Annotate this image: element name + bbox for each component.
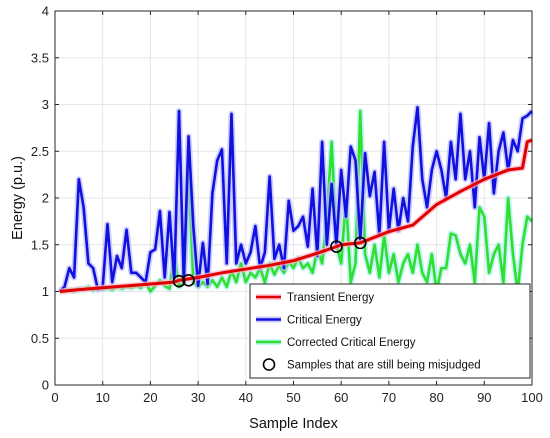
transient-energy-line bbox=[59, 138, 533, 293]
x-tick-label: 0 bbox=[51, 390, 58, 405]
x-tick-label: 100 bbox=[521, 390, 543, 405]
x-tick-label: 20 bbox=[143, 390, 157, 405]
x-tick-label: 70 bbox=[382, 390, 396, 405]
ticks: 0 10 20 30 40 50 60 70 80 90 100 0 0.5 1 1.5 2 2.5 3 3.5 4 bbox=[31, 4, 543, 406]
x-tick-label: 40 bbox=[239, 390, 253, 405]
y-axis-label: Energy (p.u.) bbox=[10, 156, 26, 240]
y-tick-label: 4 bbox=[42, 4, 49, 19]
legend-box bbox=[249, 283, 531, 379]
y-tick-label: 1 bbox=[42, 284, 49, 299]
legend-marker-misjudged bbox=[262, 358, 276, 371]
x-tick-label: 30 bbox=[191, 390, 205, 405]
misjudged-sample-marker bbox=[330, 240, 343, 253]
y-tick-label: 3 bbox=[42, 97, 49, 112]
x-tick-label: 90 bbox=[477, 390, 491, 405]
legend-label: Samples that are still being misjudged bbox=[287, 360, 481, 372]
marker-layer bbox=[172, 236, 367, 288]
x-tick-label: 60 bbox=[334, 390, 348, 405]
x-tick-label: 10 bbox=[95, 390, 109, 405]
y-tick-label: 3.5 bbox=[31, 50, 49, 65]
y-tick-label: 0.5 bbox=[31, 331, 49, 346]
critical-energy-line bbox=[58, 106, 533, 293]
y-tick-label: 1.5 bbox=[31, 237, 49, 252]
y-tick-label: 2 bbox=[42, 191, 49, 206]
x-tick-label: 50 bbox=[286, 390, 300, 405]
legend-label: Transient Energy bbox=[287, 292, 374, 304]
y-tick-label: 0 bbox=[42, 378, 49, 393]
series-layer bbox=[57, 104, 535, 295]
misjudged-sample-marker bbox=[353, 236, 367, 250]
legend-label: Corrected Critical Energy bbox=[287, 337, 416, 349]
y-tick-label: 2.5 bbox=[31, 144, 49, 159]
legend: Transient Energy Critical Energy Corrected… bbox=[249, 283, 531, 379]
misjudged-sample-marker bbox=[172, 274, 186, 288]
x-axis-label: Sample Index bbox=[249, 416, 338, 432]
misjudged-sample-marker bbox=[182, 273, 195, 287]
legend-label: Critical Energy bbox=[287, 315, 362, 327]
x-tick-label: 80 bbox=[429, 390, 443, 405]
